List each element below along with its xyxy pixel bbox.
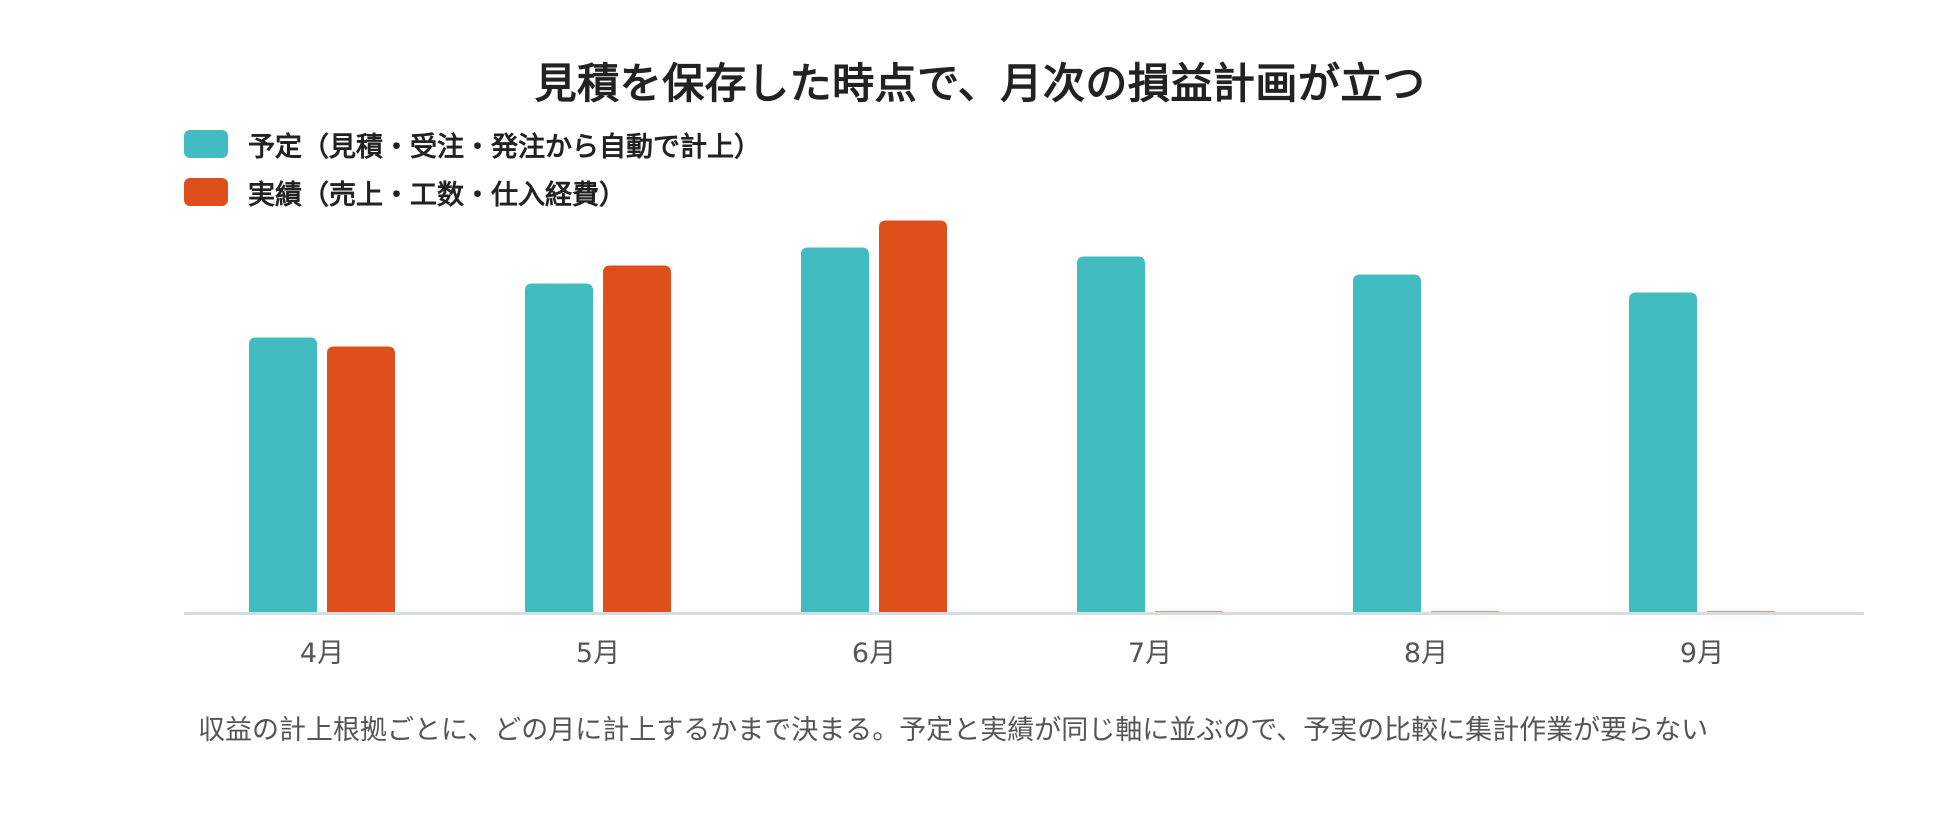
x-tick-label: 6月 xyxy=(852,638,896,669)
bar-actual-6 xyxy=(1707,611,1775,612)
x-tick-label: 4月 xyxy=(300,638,344,669)
legend-swatch-actual xyxy=(184,178,228,206)
chart-caption: 収益の計上根拠ごとに、どの月に計上するかまで決まる。予定と実績が同じ軸に並ぶので… xyxy=(198,715,1709,746)
x-tick-label: 5月 xyxy=(576,638,620,669)
chart-title: 見積を保存した時点で、月次の損益計画が立つ xyxy=(534,59,1426,108)
legend-item-actual: 実績（売上・工数・仕入経費） xyxy=(184,168,761,216)
bar-planned-2 xyxy=(525,283,593,612)
legend-item-planned: 予定（見積・受注・発注から自動で計上） xyxy=(184,120,761,168)
bar-planned-3 xyxy=(801,247,869,612)
bar-actual-2 xyxy=(603,265,671,612)
legend-label-planned: 予定（見積・受注・発注から自動で計上） xyxy=(248,131,761,163)
bar-actual-3 xyxy=(879,220,947,612)
bar-planned-4 xyxy=(1077,256,1145,612)
bar-planned-1 xyxy=(249,337,317,612)
bar-actual-1 xyxy=(327,346,395,612)
bar-actual-5 xyxy=(1431,611,1499,612)
x-tick-label: 7月 xyxy=(1128,638,1172,669)
legend-label-actual: 実績（売上・工数・仕入経費） xyxy=(248,179,626,211)
x-tick-label: 8月 xyxy=(1404,638,1448,669)
bar-planned-5 xyxy=(1353,274,1421,612)
x-tick-label: 9月 xyxy=(1680,638,1724,669)
bar-planned-6 xyxy=(1629,292,1697,612)
legend-swatch-planned xyxy=(184,130,228,158)
legend: 予定（見積・受注・発注から自動で計上） 実績（売上・工数・仕入経費） xyxy=(184,120,761,216)
bar-actual-4 xyxy=(1155,611,1223,612)
